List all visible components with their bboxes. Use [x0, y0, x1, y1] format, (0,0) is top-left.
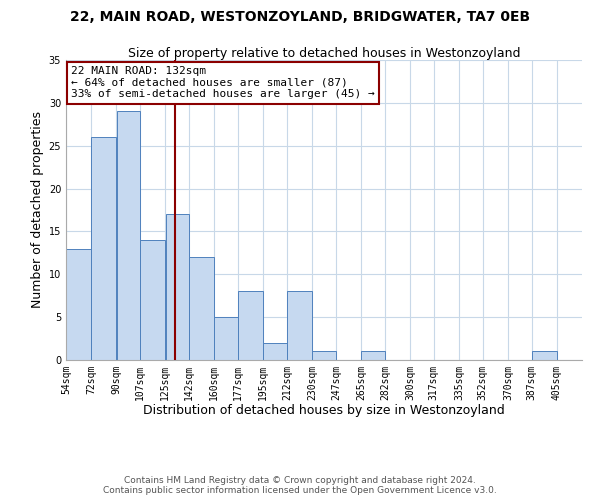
Bar [116, 112, 140, 360]
Bar [166, 214, 189, 360]
Bar [287, 292, 312, 360]
Bar [313, 352, 335, 360]
Title: Size of property relative to detached houses in Westonzoyland: Size of property relative to detached ho… [128, 47, 520, 60]
Bar [361, 352, 385, 360]
Bar [532, 352, 557, 360]
Text: 22 MAIN ROAD: 132sqm
← 64% of detached houses are smaller (87)
33% of semi-detac: 22 MAIN ROAD: 132sqm ← 64% of detached h… [71, 66, 375, 99]
Bar [263, 343, 287, 360]
Y-axis label: Number of detached properties: Number of detached properties [31, 112, 44, 308]
Bar [238, 292, 263, 360]
Bar [214, 317, 238, 360]
Text: 22, MAIN ROAD, WESTONZOYLAND, BRIDGWATER, TA7 0EB: 22, MAIN ROAD, WESTONZOYLAND, BRIDGWATER… [70, 10, 530, 24]
Bar [140, 240, 165, 360]
Bar [190, 257, 214, 360]
Text: Contains HM Land Registry data © Crown copyright and database right 2024.
Contai: Contains HM Land Registry data © Crown c… [103, 476, 497, 495]
X-axis label: Distribution of detached houses by size in Westonzoyland: Distribution of detached houses by size … [143, 404, 505, 417]
Bar [66, 248, 91, 360]
Bar [91, 137, 116, 360]
